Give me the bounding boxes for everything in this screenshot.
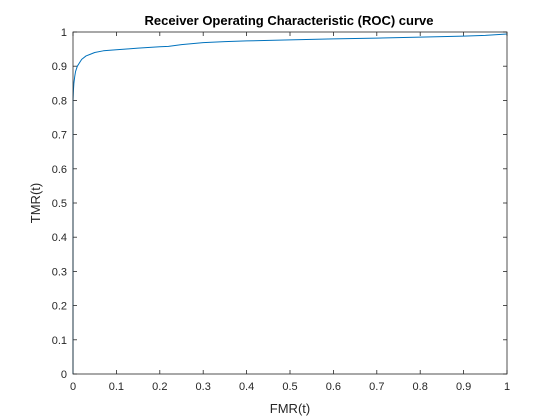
x-tick-label-1: 0.1 bbox=[109, 381, 124, 393]
y-tick-label-9: 0.9 bbox=[52, 61, 67, 73]
y-tick-label-4: 0.4 bbox=[52, 232, 67, 244]
y-tick-label-2: 0.2 bbox=[52, 301, 67, 313]
y-tick-label-6: 0.6 bbox=[52, 164, 67, 176]
x-tick-label-7: 0.7 bbox=[369, 381, 384, 393]
y-axis-label: TMR(t) bbox=[28, 183, 43, 223]
y-tick-label-7: 0.7 bbox=[52, 130, 67, 142]
y-tick-label-5: 0.5 bbox=[52, 198, 67, 210]
chart-title: Receiver Operating Characteristic (ROC) … bbox=[145, 13, 434, 28]
x-axis-label: FMR(t) bbox=[270, 401, 310, 416]
x-tick-label-6: 0.6 bbox=[326, 381, 341, 393]
y-tick-label-3: 0.3 bbox=[52, 266, 67, 278]
x-tick-label-8: 0.8 bbox=[413, 381, 428, 393]
x-tick-label-0: 0 bbox=[70, 381, 76, 393]
y-tick-label-10: 1 bbox=[61, 27, 67, 39]
x-tick-label-9: 0.9 bbox=[456, 381, 471, 393]
x-tick-label-3: 0.3 bbox=[196, 381, 211, 393]
x-tick-label-5: 0.5 bbox=[282, 381, 297, 393]
y-tick-label-1: 0.1 bbox=[52, 335, 67, 347]
x-tick-label-4: 0.4 bbox=[239, 381, 254, 393]
axes-box bbox=[72, 31, 508, 375]
x-tick-label-2: 0.2 bbox=[152, 381, 167, 393]
y-tick-label-0: 0 bbox=[61, 369, 67, 381]
y-tick-label-8: 0.8 bbox=[52, 95, 67, 107]
plot-area: 0 0.1 0.2 0.3 0.4 0.5 0.6 0.7 0.8 0.9 1 0 0.1 0.2 0.3 0… bbox=[52, 27, 510, 393]
roc-curve-line-0 bbox=[72, 33, 508, 374]
x-tick-label-10: 1 bbox=[504, 381, 510, 393]
